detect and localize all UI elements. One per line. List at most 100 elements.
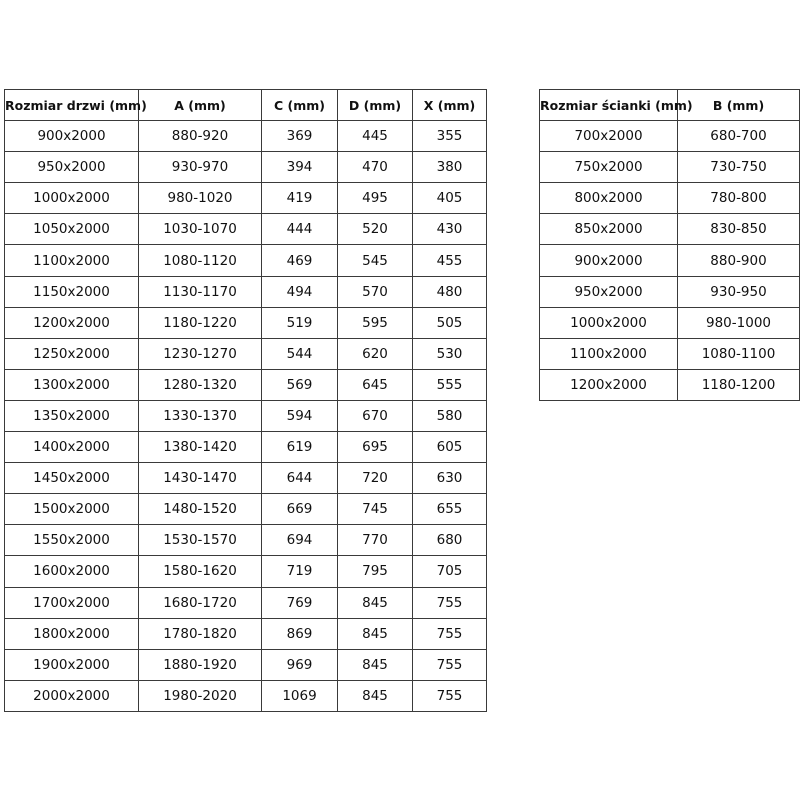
table-cell: 1530-1570 — [138, 524, 262, 557]
table-cell: 900x2000 — [539, 244, 678, 277]
table-cell: 745 — [337, 493, 413, 526]
table-cell: 1069 — [261, 679, 338, 712]
table-cell: 930-950 — [677, 275, 800, 308]
table-cell: 494 — [261, 275, 338, 308]
table-cell: 680-700 — [677, 120, 800, 153]
table-row: 1300x2000 1280-1320 569 645 555 — [4, 368, 487, 401]
table-row: 1250x2000 1230-1270 544 620 530 — [4, 337, 487, 370]
table-cell: 719 — [261, 555, 338, 588]
table-cell: 900x2000 — [4, 120, 139, 153]
table-row: 1350x2000 1330-1370 594 670 580 — [4, 399, 487, 433]
table-cell: 770 — [337, 524, 413, 557]
table-cell: 800x2000 — [539, 182, 678, 215]
table-cell: 1350x2000 — [4, 399, 139, 433]
table-cell: 505 — [412, 306, 487, 339]
table-row: 1500x2000 1480-1520 669 745 655 — [4, 493, 487, 526]
table-cell: 1330-1370 — [138, 399, 262, 433]
table-cell: 730-750 — [677, 151, 800, 184]
table-cell: 380 — [412, 151, 487, 184]
table-cell: 445 — [337, 120, 413, 153]
table-cell: 845 — [337, 648, 413, 681]
table-row: 1150x2000 1130-1170 494 570 480 — [4, 275, 487, 308]
table-cell: 1800x2000 — [4, 617, 139, 650]
table-cell: 605 — [412, 431, 487, 464]
table-cell: 495 — [337, 182, 413, 215]
table-row: 700x2000 680-700 — [539, 120, 800, 153]
table-cell: 580 — [412, 399, 487, 433]
table-cell: 755 — [412, 679, 487, 712]
table-cell: 1400x2000 — [4, 431, 139, 464]
table-row: 1400x2000 1380-1420 619 695 605 — [4, 431, 487, 464]
table-cell: 655 — [412, 493, 487, 526]
table-cell: 720 — [337, 462, 413, 495]
table-cell: 1130-1170 — [138, 275, 262, 308]
table-cell: 1250x2000 — [4, 337, 139, 370]
table-cell: 1200x2000 — [4, 306, 139, 339]
table-row: 1100x2000 1080-1120 469 545 455 — [4, 244, 487, 277]
column-header: Rozmiar drzwi (mm) — [4, 88, 147, 122]
door-sizes-table: Rozmiar drzwi (mm) A (mm) C (mm) D (mm) X (m… — [4, 88, 487, 712]
table-cell: 1050x2000 — [4, 213, 139, 246]
table-cell: 680 — [412, 524, 487, 557]
table-cell: 644 — [261, 462, 338, 495]
column-header: X (mm) — [412, 88, 487, 122]
table-cell: 1900x2000 — [4, 648, 139, 681]
table-cell: 755 — [412, 586, 487, 619]
table-row: 1900x2000 1880-1920 969 845 755 — [4, 648, 487, 681]
table-cell: 880-920 — [138, 120, 262, 153]
table-cell: 594 — [261, 399, 338, 433]
table-cell: 869 — [261, 617, 338, 650]
table-cell: 845 — [337, 586, 413, 619]
table-cell: 1180-1220 — [138, 306, 262, 339]
table-cell: 405 — [412, 182, 487, 215]
table-cell: 645 — [337, 368, 413, 401]
table-cell: 2000x2000 — [4, 679, 139, 712]
column-header: D (mm) — [337, 88, 413, 122]
table-cell: 355 — [412, 120, 487, 153]
table-cell: 695 — [337, 431, 413, 464]
table-cell: 530 — [412, 337, 487, 370]
table-cell: 480 — [412, 275, 487, 308]
table-cell: 969 — [261, 648, 338, 681]
table-cell: 469 — [261, 244, 338, 277]
table-row: 850x2000 830-850 — [539, 213, 800, 246]
table-cell: 705 — [412, 555, 487, 588]
table-cell: 780-800 — [677, 182, 800, 215]
table-cell: 1000x2000 — [4, 182, 139, 215]
table-cell: 750x2000 — [539, 151, 678, 184]
table-cell: 555 — [412, 368, 487, 401]
table-row: 1000x2000 980-1020 419 495 405 — [4, 182, 487, 215]
table-cell: 795 — [337, 555, 413, 588]
table-row: 1550x2000 1530-1570 694 770 680 — [4, 524, 487, 557]
column-header: Rozmiar ścianki (mm) — [539, 88, 693, 122]
table-cell: 1200x2000 — [539, 368, 678, 401]
table-cell: 1780-1820 — [138, 617, 262, 650]
table-cell: 1230-1270 — [138, 337, 262, 370]
table-cell: 630 — [412, 462, 487, 495]
table-cell: 1300x2000 — [4, 368, 139, 401]
table-cell: 930-970 — [138, 151, 262, 184]
column-header: A (mm) — [138, 88, 262, 122]
table-row: 950x2000 930-950 — [539, 275, 800, 308]
table-cell: 1180-1200 — [677, 368, 800, 401]
table-row: 1200x2000 1180-1220 519 595 505 — [4, 306, 487, 339]
table-cell: 544 — [261, 337, 338, 370]
table-row: 900x2000 880-920 369 445 355 — [4, 120, 487, 153]
table-cell: 1100x2000 — [4, 244, 139, 277]
table-cell: 755 — [412, 617, 487, 650]
table-cell: 830-850 — [677, 213, 800, 246]
table-cell: 595 — [337, 306, 413, 339]
table-cell: 755 — [412, 648, 487, 681]
table-cell: 1680-1720 — [138, 586, 262, 619]
table-cell: 1700x2000 — [4, 586, 139, 619]
table-cell: 880-900 — [677, 244, 800, 277]
table-cell: 980-1020 — [138, 182, 262, 215]
table-cell: 1450x2000 — [4, 462, 139, 495]
table-cell: 1080-1120 — [138, 244, 262, 277]
table-cell: 769 — [261, 586, 338, 619]
table-cell: 1880-1920 — [138, 648, 262, 681]
table-row: 1800x2000 1780-1820 869 845 755 — [4, 617, 487, 650]
table-cell: 619 — [261, 431, 338, 464]
table-cell: 430 — [412, 213, 487, 246]
table-row: 750x2000 730-750 — [539, 151, 800, 184]
